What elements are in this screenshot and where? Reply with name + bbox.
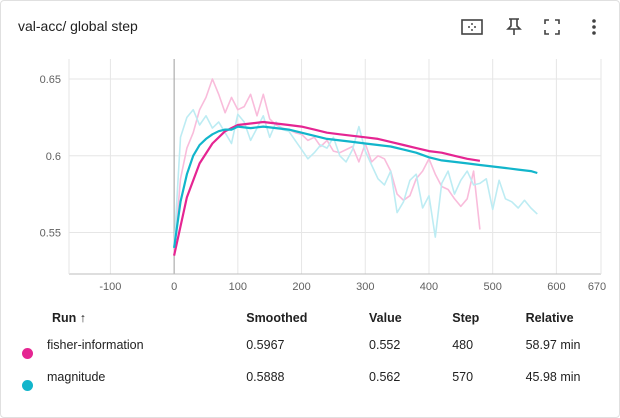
series-smoothed-line	[173, 125, 538, 249]
card-title: val-acc/ global step	[18, 18, 138, 34]
run-name: fisher-information	[47, 338, 144, 352]
y-tick-label: 0.6	[46, 151, 61, 163]
table-row: magnitude 0.5888 0.562 570 45.98 min	[16, 361, 619, 393]
more-vert-icon	[592, 19, 596, 35]
y-tick-label: 0.55	[40, 228, 61, 240]
x-tick-label: 0	[171, 281, 177, 293]
axes	[68, 59, 602, 275]
fullscreen-button[interactable]	[539, 14, 565, 40]
x-tick-label: -100	[99, 281, 121, 293]
col-step: Step	[452, 311, 480, 325]
value-cell: 0.552	[369, 338, 401, 352]
step-cell: 480	[452, 338, 474, 352]
run-color-swatch	[22, 380, 33, 391]
table-row: fisher-information 0.5967 0.552 480 58.9…	[16, 329, 619, 361]
pin-button[interactable]	[501, 14, 527, 40]
x-tick-label: 670	[588, 281, 606, 293]
step-cell: 570	[452, 370, 474, 384]
value-cell: 0.562	[369, 370, 401, 384]
tick-labels: -100 0 100 200 300 400 500 600 670 0.55 0.6 0.65	[40, 74, 607, 293]
fullscreen-icon	[544, 19, 560, 35]
x-tick-label: 400	[420, 281, 438, 293]
x-tick-label: 100	[229, 281, 247, 293]
fit-domain-icon	[461, 19, 483, 35]
more-menu-button[interactable]	[581, 14, 607, 40]
run-cell: fisher-information	[16, 329, 246, 361]
smoothed-cell: 0.5967	[246, 338, 285, 352]
smoothed-cell: 0.5888	[246, 370, 285, 384]
col-relative: Relative	[525, 311, 574, 325]
x-tick-label: 200	[292, 281, 310, 293]
relative-cell: 58.97 min	[525, 338, 581, 352]
grid	[69, 59, 602, 274]
runs-table: Run ↑ Smoothed Value Step Relative fishe…	[16, 307, 619, 393]
relative-cell: 45.98 min	[525, 370, 581, 384]
fit-domain-button[interactable]	[459, 14, 485, 40]
run-color-swatch	[22, 348, 33, 359]
x-tick-label: 300	[356, 281, 374, 293]
x-tick-label: 600	[547, 281, 565, 293]
series-smoothed-line	[173, 120, 481, 256]
line-chart[interactable]: -100 0 100 200 300 400 500 600 670 0.55 0.6 0.65	[1, 1, 619, 301]
col-run[interactable]: Run ↑	[52, 311, 87, 325]
run-name: magnitude	[47, 370, 106, 384]
y-tick-label: 0.65	[40, 74, 61, 86]
x-tick-label: 500	[484, 281, 502, 293]
run-cell: magnitude	[16, 361, 246, 393]
pin-icon	[506, 18, 522, 35]
col-value: Value	[369, 311, 402, 325]
col-smoothed: Smoothed	[246, 311, 308, 325]
series	[173, 78, 538, 256]
series-raw-line	[173, 78, 481, 256]
